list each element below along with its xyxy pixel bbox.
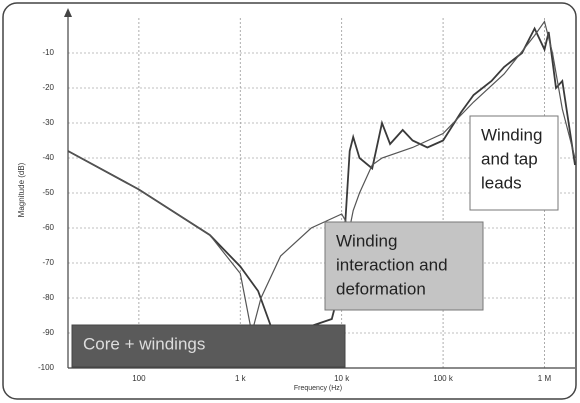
x-tick-label: 1 k — [235, 374, 247, 383]
y-tick-label: -30 — [42, 118, 54, 127]
y-tick-label: -70 — [42, 258, 54, 267]
x-tick-label: 100 k — [433, 374, 454, 383]
annotation-text: interaction and — [336, 255, 448, 274]
x-tick-label: 1 M — [538, 374, 552, 383]
series-line — [67, 20, 576, 334]
y-tick-label: -80 — [42, 293, 54, 302]
y-tick-label: -40 — [42, 153, 54, 162]
annotation-text: Core + windings — [83, 334, 205, 353]
y-tick-label: -90 — [42, 328, 54, 337]
annotation-box — [324, 221, 484, 311]
y-tick-label: -50 — [42, 188, 54, 197]
annotation-text: Winding — [481, 125, 542, 144]
annotation-text: deformation — [336, 279, 426, 298]
x-tick-label: 10 k — [334, 374, 350, 383]
y-axis-arrow — [64, 8, 72, 17]
annotation-box — [469, 115, 559, 211]
annotation-box — [71, 324, 346, 368]
annotation-text: leads — [481, 173, 522, 192]
x-tick-label: 100 — [132, 374, 146, 383]
annotation-text: and tap — [481, 149, 538, 168]
y-tick-label: -100 — [38, 363, 55, 372]
x-axis-label: Frequency (Hz) — [294, 385, 342, 392]
y-axis-label: Magnitude (dB) — [17, 162, 26, 217]
y-tick-label: -10 — [42, 48, 54, 57]
y-tick-label: -60 — [42, 223, 54, 232]
annotations: Core + windings Winding interaction and def… — [71, 115, 559, 368]
y-tick-label: -20 — [42, 83, 54, 92]
annotation-text: Winding — [336, 231, 397, 250]
